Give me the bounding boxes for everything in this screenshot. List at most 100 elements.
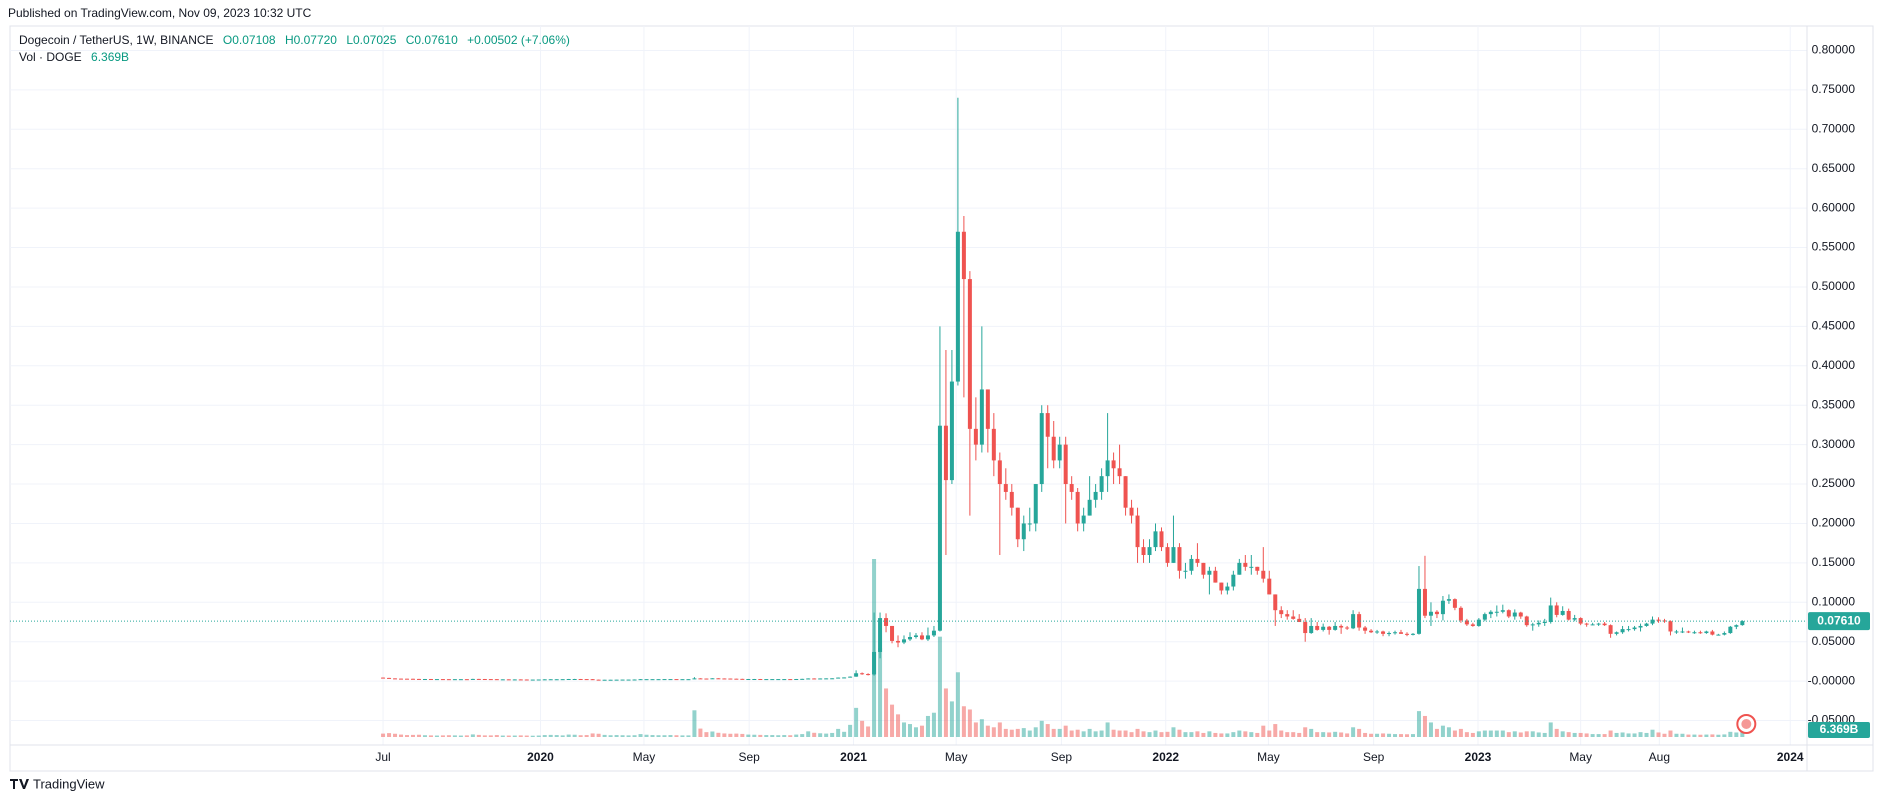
volume-bar <box>1536 732 1541 737</box>
volume-bar <box>518 735 523 737</box>
candle-body <box>434 679 439 681</box>
y-tick-label: 0.60000 <box>1812 200 1856 214</box>
volume-bar <box>1057 728 1062 737</box>
candle-body <box>1363 627 1368 631</box>
published-note: Published on TradingView.com, Nov 09, 20… <box>8 6 312 20</box>
candle-body <box>1171 547 1176 563</box>
volume-bar <box>830 732 835 737</box>
volume-bar <box>1458 728 1463 737</box>
volume-bar <box>1243 731 1248 737</box>
volume-bar <box>650 735 655 737</box>
candle-body <box>1255 566 1260 571</box>
candle-body <box>452 679 457 681</box>
candle-body <box>572 679 577 681</box>
candle-body <box>836 677 841 679</box>
candle-body <box>949 381 954 481</box>
volume-bar <box>1189 732 1194 737</box>
candle-body <box>518 679 523 681</box>
candle-body <box>1087 499 1092 516</box>
candle-body <box>650 679 655 681</box>
candle-body <box>1033 484 1038 524</box>
candle-body <box>722 678 727 680</box>
volume-bar <box>973 722 978 737</box>
y-tick-label: 0.35000 <box>1812 397 1856 411</box>
candle-body <box>1614 632 1619 634</box>
candle-body <box>860 673 865 675</box>
chart-frame <box>9 25 1874 772</box>
volume-bar <box>614 735 619 737</box>
candle-body <box>1554 605 1559 615</box>
candle-body <box>566 679 571 681</box>
candle-body <box>1273 594 1278 611</box>
volume-bar <box>812 732 817 737</box>
volume-bar <box>878 648 883 737</box>
candle-body <box>662 679 667 681</box>
volume-bar <box>1650 729 1655 737</box>
candle-body <box>1045 413 1050 437</box>
volume-bar <box>734 733 739 737</box>
volume-bar <box>1542 732 1547 737</box>
volume-bar <box>746 734 751 737</box>
candle-body <box>1105 460 1110 477</box>
candle-body <box>1542 622 1547 624</box>
candle-body <box>1410 633 1415 635</box>
candle-body <box>943 425 948 481</box>
volume-bar <box>554 735 559 737</box>
candle-body <box>1608 625 1613 634</box>
volume-bar <box>1524 731 1529 737</box>
event-icon-inner <box>1741 719 1752 729</box>
candle-body <box>866 674 871 676</box>
volume-bar <box>668 735 673 737</box>
volume-bar <box>1081 731 1086 737</box>
candle-body <box>1728 626 1733 634</box>
candle-body <box>1722 633 1727 635</box>
candle-body <box>1075 491 1080 524</box>
candle-body <box>1668 621 1673 632</box>
candle-body <box>512 679 517 681</box>
candle-body <box>602 679 607 681</box>
volume-bar <box>1099 730 1104 737</box>
volume-bar <box>1405 734 1410 737</box>
candle-body <box>381 677 386 679</box>
volume-bar <box>1357 728 1362 737</box>
candle-body <box>734 678 739 680</box>
volume-bar <box>464 735 469 737</box>
volume-bar <box>440 735 445 737</box>
volume-bar <box>1560 731 1565 737</box>
candle-body <box>410 678 415 680</box>
volume-bar <box>1159 732 1164 737</box>
volume-bar <box>393 733 398 737</box>
volume-bar <box>788 735 793 737</box>
volume-bar <box>1039 720 1044 737</box>
candle-body <box>1333 625 1338 630</box>
volume-bar <box>476 734 481 737</box>
volume-bar <box>1446 727 1451 737</box>
volume-bar <box>1399 734 1404 737</box>
candle-body <box>608 679 613 681</box>
candle-body <box>1512 612 1517 617</box>
candle-body <box>1434 611 1439 615</box>
candle-body <box>446 679 451 681</box>
x-tick-label: May <box>945 750 968 764</box>
volume-bar <box>728 733 733 737</box>
volume-bar <box>931 712 936 737</box>
candle-body <box>387 677 392 679</box>
y-tick-label: 0.30000 <box>1812 437 1856 451</box>
volume-bar <box>1452 730 1457 737</box>
brand-name: TradingView <box>33 776 105 791</box>
candle-body <box>1183 570 1188 572</box>
candle-body <box>710 678 715 680</box>
volume-bar <box>1440 725 1445 737</box>
volume-bar <box>1183 732 1188 737</box>
volume-bar <box>1620 732 1625 737</box>
candle-body <box>1470 624 1475 626</box>
candle-body <box>1650 619 1655 624</box>
volume-bar <box>979 719 984 737</box>
candle-body <box>812 678 817 680</box>
volume-bar <box>1075 729 1080 737</box>
volume-bar <box>1410 734 1415 737</box>
y-tick-label: 0.25000 <box>1812 476 1856 490</box>
volume-bar <box>512 735 517 737</box>
low-label: L0.07025 <box>346 33 396 47</box>
